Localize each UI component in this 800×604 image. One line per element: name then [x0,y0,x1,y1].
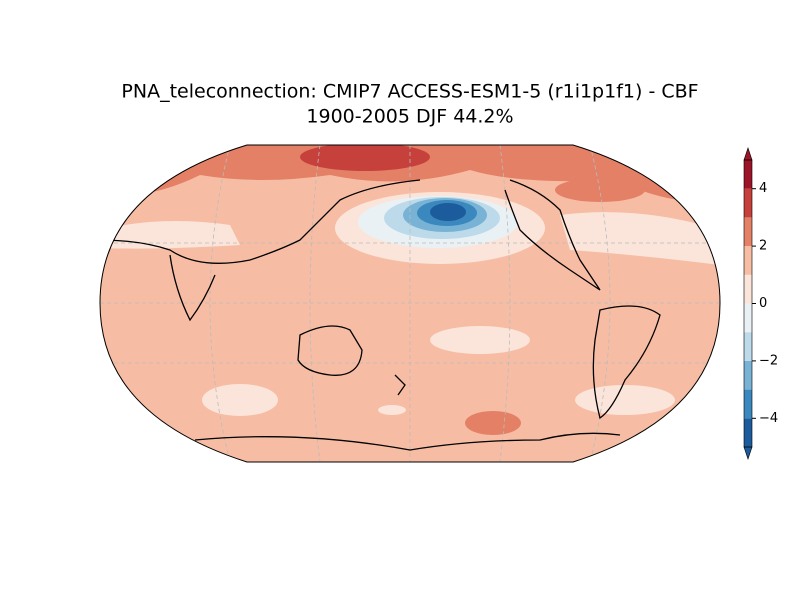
colorbar-extend-top [743,147,753,161]
colorbar: −4 −2 0 2 4 [743,147,778,460]
positive-weak [575,385,675,415]
colorbar-segment [744,217,752,247]
positive-weak [202,384,278,416]
colorbar-segment [744,389,752,419]
positive-weak [100,221,240,249]
arctic-anomaly [555,178,645,202]
positive-weak [430,326,530,354]
positive-weak [560,212,720,265]
colorbar-segment [744,246,752,275]
positive-weak [378,405,406,415]
colorbar-tick-label: −2 [759,353,778,368]
colorbar-segment [744,274,752,304]
colorbar-segment [744,160,752,189]
negative-core [430,203,466,221]
title-line: PNA_teleconnection: CMIP7 ACCESS-ESM1-5 … [121,81,698,103]
positive-anomaly [465,411,521,435]
colorbar-tick-label: −4 [759,411,778,426]
colorbar-segment [744,360,752,390]
colorbar-segment [744,418,752,447]
colorbar-tick-label: 0 [759,296,767,311]
graticule [100,145,720,462]
title-line: 1900-2005 DJF 44.2% [306,106,513,128]
colorbar-segment [744,332,752,361]
colorbar-tick-label: 2 [759,239,767,254]
colorbar-extend-bottom [743,446,753,460]
map [100,145,720,462]
colorbar-segment [744,188,752,218]
map-frame [99,144,721,463]
coastline [100,179,661,451]
colorbar-tick-label: 4 [759,181,767,196]
colorbar-segment [744,303,752,333]
arctic-anomaly [300,145,430,171]
